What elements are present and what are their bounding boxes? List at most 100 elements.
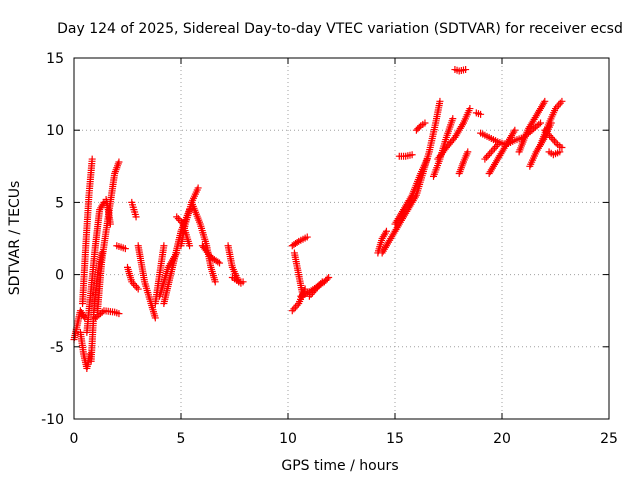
data-point <box>408 151 416 159</box>
data-track <box>451 66 470 75</box>
data-point <box>98 308 106 316</box>
data-point <box>194 184 202 192</box>
data-point <box>535 120 543 128</box>
data-track <box>91 307 123 322</box>
data-point <box>214 258 222 266</box>
data-point <box>121 245 129 253</box>
data-track <box>173 213 194 250</box>
data-point <box>436 97 444 105</box>
data-track <box>70 307 89 344</box>
data-point <box>106 220 114 228</box>
data-point <box>558 97 566 105</box>
x-tick-label: 20 <box>493 431 511 447</box>
data-track <box>502 119 545 149</box>
data-point <box>133 283 141 291</box>
data-point <box>216 259 224 267</box>
data-point <box>415 123 423 131</box>
data-point <box>555 101 563 109</box>
data-point <box>487 148 495 156</box>
data-track <box>87 249 106 365</box>
data-track <box>545 148 564 159</box>
data-track <box>188 198 219 286</box>
y-tick-label: -10 <box>41 412 64 428</box>
data-track <box>419 97 444 178</box>
data-track <box>305 278 326 300</box>
y-tick-label: 5 <box>55 195 64 211</box>
data-point <box>481 155 489 163</box>
data-point <box>486 150 494 158</box>
x-tick-label: 10 <box>279 431 297 447</box>
data-point <box>160 242 168 250</box>
data-point <box>482 153 490 161</box>
data-point <box>511 126 519 134</box>
data-track <box>472 109 485 118</box>
data-point <box>115 158 123 166</box>
data-track <box>481 141 502 163</box>
y-tick-label: -5 <box>50 340 64 356</box>
data-point <box>537 119 545 127</box>
data-track <box>434 105 474 163</box>
data-point <box>558 144 566 152</box>
data-point <box>494 141 502 149</box>
data-point <box>449 115 457 123</box>
plot-frame <box>73 57 610 420</box>
grid <box>74 58 609 419</box>
data-point <box>492 142 500 150</box>
data-point <box>541 97 549 105</box>
data-point <box>556 99 564 107</box>
data-point <box>151 314 159 322</box>
data-track <box>288 233 311 250</box>
data-point <box>318 278 326 286</box>
data-track <box>395 151 416 160</box>
y-tick-label: 15 <box>46 51 64 67</box>
data-point <box>466 105 474 113</box>
data-point <box>323 275 331 283</box>
data-point <box>293 238 301 246</box>
data-track <box>79 155 96 307</box>
y-tick-label: 0 <box>55 268 64 284</box>
data-point <box>484 151 492 159</box>
data-track <box>485 126 519 178</box>
data-point <box>462 66 470 74</box>
data-point <box>550 137 558 145</box>
x-tick-label: 5 <box>177 431 186 447</box>
data-point <box>556 148 564 156</box>
data-track <box>412 119 429 134</box>
data-track <box>102 196 114 228</box>
data-points <box>70 66 566 372</box>
data-point <box>325 273 333 281</box>
data-point <box>115 310 123 318</box>
data-track <box>198 242 224 267</box>
data-point <box>81 314 89 322</box>
data-point <box>477 110 485 118</box>
data-track <box>151 242 168 307</box>
chart-title: Day 124 of 2025, Sidereal Day-to-day VTE… <box>57 21 623 37</box>
data-point <box>549 135 557 143</box>
data-point <box>464 148 472 156</box>
data-point <box>491 144 499 152</box>
data-point <box>291 303 299 311</box>
data-point <box>237 279 245 287</box>
data-track <box>228 273 245 287</box>
axis-ticks: 0 5 10 15 20 25 -10 -5 0 5 10 15 <box>41 51 618 447</box>
data-track <box>515 97 549 156</box>
data-point <box>186 242 194 250</box>
data-point <box>174 215 182 223</box>
data-point <box>288 307 296 315</box>
data-point <box>88 155 96 163</box>
data-track <box>124 263 142 293</box>
y-tick-label: 10 <box>46 123 64 139</box>
data-track <box>134 242 159 322</box>
data-point <box>552 139 560 147</box>
data-point <box>134 285 142 293</box>
data-track <box>541 126 566 152</box>
data-track <box>537 97 566 149</box>
x-tick-label: 0 <box>70 431 79 447</box>
x-tick-label: 15 <box>386 431 404 447</box>
data-track <box>83 198 108 336</box>
data-point <box>131 281 139 289</box>
data-point <box>489 146 497 154</box>
data-point <box>173 213 181 221</box>
data-track <box>128 198 140 221</box>
